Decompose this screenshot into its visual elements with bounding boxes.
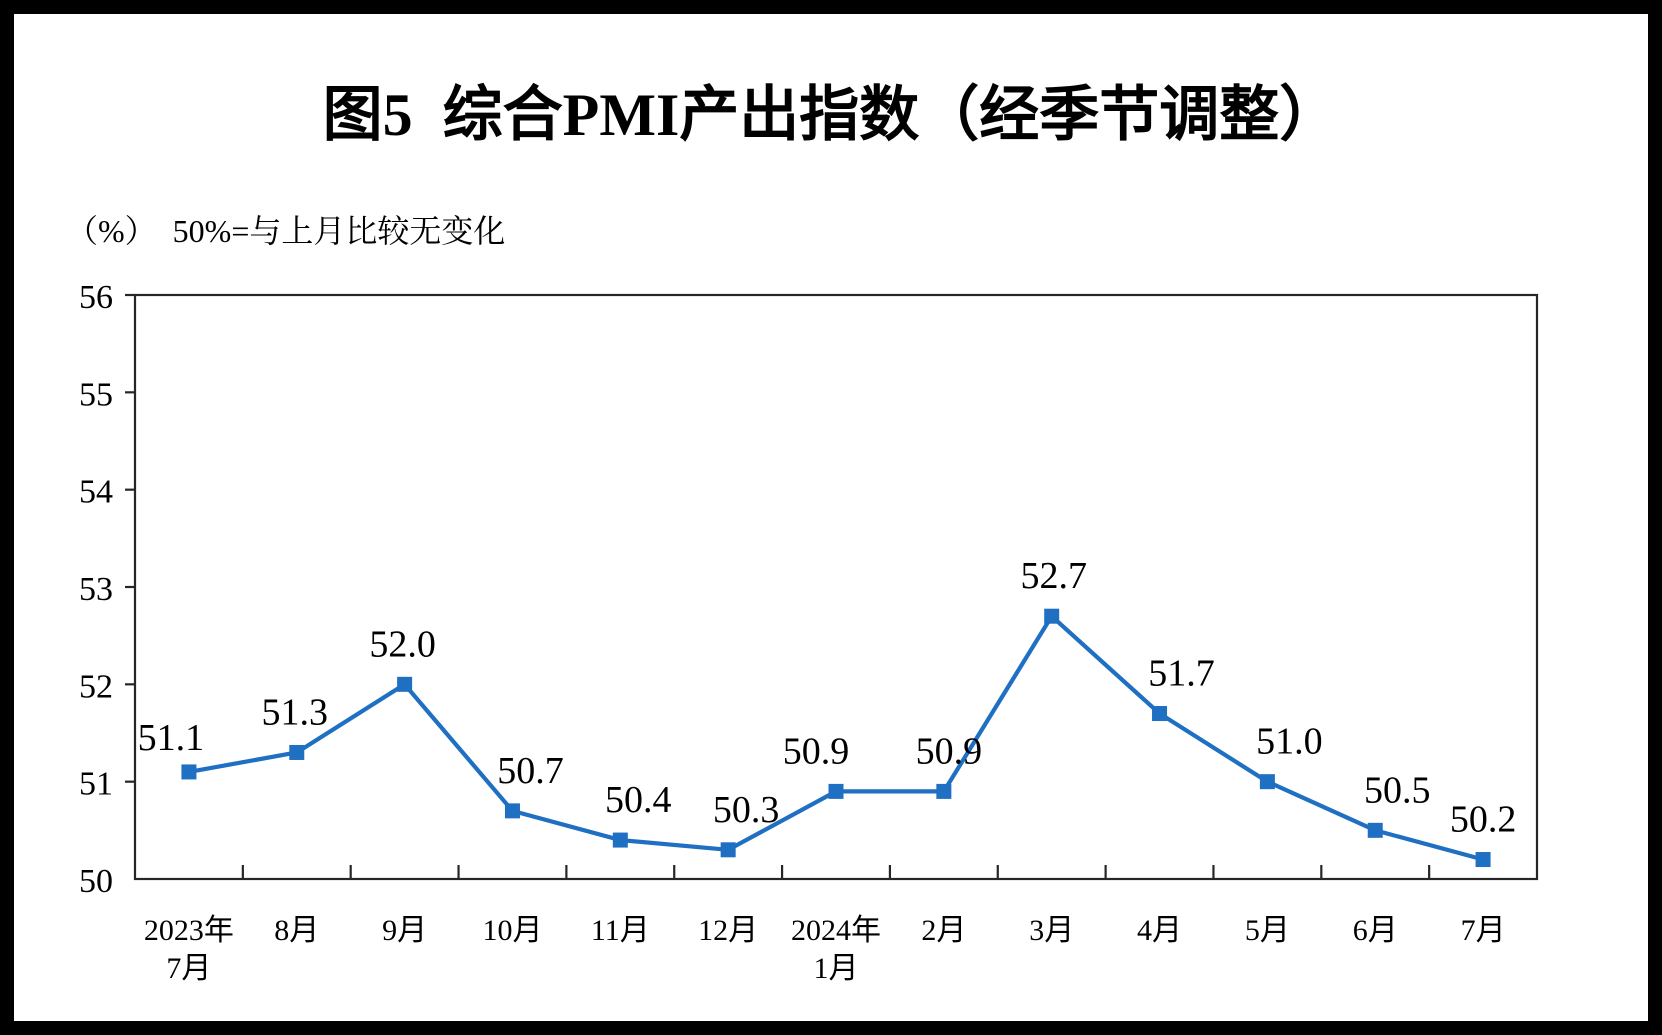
svg-text:50.4: 50.4	[605, 779, 672, 821]
svg-text:52.0: 52.0	[369, 623, 436, 665]
svg-text:53: 53	[79, 571, 113, 608]
svg-text:8月: 8月	[274, 914, 319, 947]
svg-text:2月: 2月	[921, 914, 966, 947]
svg-text:11月: 11月	[591, 914, 650, 947]
svg-text:51.7: 51.7	[1148, 653, 1215, 695]
svg-text:54: 54	[79, 474, 113, 511]
svg-text:50.3: 50.3	[713, 789, 780, 831]
svg-text:10月: 10月	[482, 914, 542, 947]
svg-text:51.1: 51.1	[138, 717, 205, 759]
svg-text:52.7: 52.7	[1020, 555, 1087, 597]
svg-text:7月: 7月	[166, 952, 211, 985]
svg-text:9月: 9月	[382, 914, 427, 947]
svg-text:51: 51	[79, 766, 113, 803]
svg-text:52: 52	[79, 668, 113, 705]
svg-text:5月: 5月	[1245, 914, 1290, 947]
svg-text:3月: 3月	[1029, 914, 1074, 947]
svg-text:50: 50	[79, 863, 113, 900]
svg-text:7月: 7月	[1461, 914, 1506, 947]
svg-text:55: 55	[79, 376, 113, 413]
svg-text:56: 56	[79, 279, 113, 316]
svg-text:12月: 12月	[698, 914, 758, 947]
svg-text:50.5: 50.5	[1364, 769, 1431, 811]
svg-text:4月: 4月	[1137, 914, 1182, 947]
svg-text:50.9: 50.9	[783, 730, 850, 772]
svg-text:50.9: 50.9	[916, 730, 983, 772]
svg-text:2023年: 2023年	[144, 914, 234, 947]
svg-text:50.7: 50.7	[497, 750, 564, 792]
svg-text:1月: 1月	[814, 952, 859, 985]
svg-text:50.2: 50.2	[1450, 799, 1517, 841]
svg-text:2024年: 2024年	[791, 914, 881, 947]
svg-text:6月: 6月	[1353, 914, 1398, 947]
svg-text:51.3: 51.3	[262, 691, 329, 733]
svg-text:51.0: 51.0	[1256, 721, 1323, 763]
